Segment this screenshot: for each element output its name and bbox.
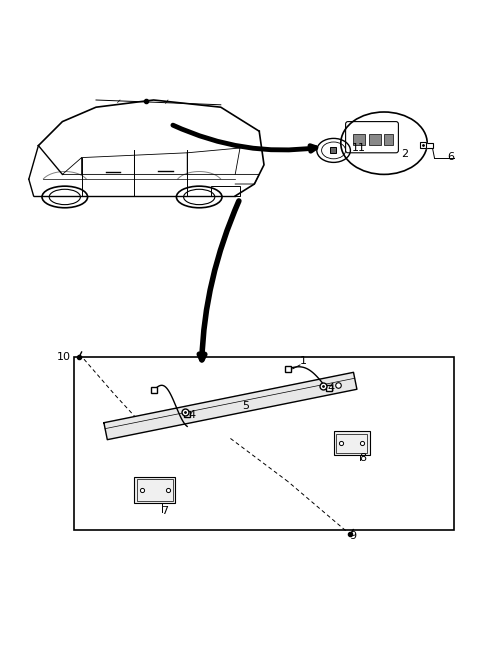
Text: 10: 10	[57, 352, 71, 362]
Text: 4: 4	[328, 383, 335, 394]
Text: 7: 7	[161, 506, 168, 516]
Bar	[137, 479, 173, 501]
Bar	[74, 357, 454, 529]
Bar	[425, 143, 433, 148]
Bar	[134, 477, 175, 503]
Bar	[336, 434, 367, 453]
Text: 2: 2	[401, 149, 408, 159]
Bar	[334, 431, 370, 455]
Text: 1: 1	[300, 356, 307, 366]
Bar	[353, 134, 365, 144]
Bar	[384, 134, 393, 144]
Ellipse shape	[341, 112, 427, 174]
Ellipse shape	[317, 138, 350, 163]
Text: 8: 8	[359, 453, 366, 463]
Text: 6: 6	[447, 152, 455, 162]
Text: 9: 9	[349, 531, 356, 541]
Text: 4: 4	[188, 410, 195, 420]
Text: 5: 5	[242, 401, 250, 411]
Bar	[211, 186, 240, 196]
Polygon shape	[104, 373, 357, 440]
Text: 11: 11	[352, 144, 366, 154]
Bar	[369, 134, 381, 144]
